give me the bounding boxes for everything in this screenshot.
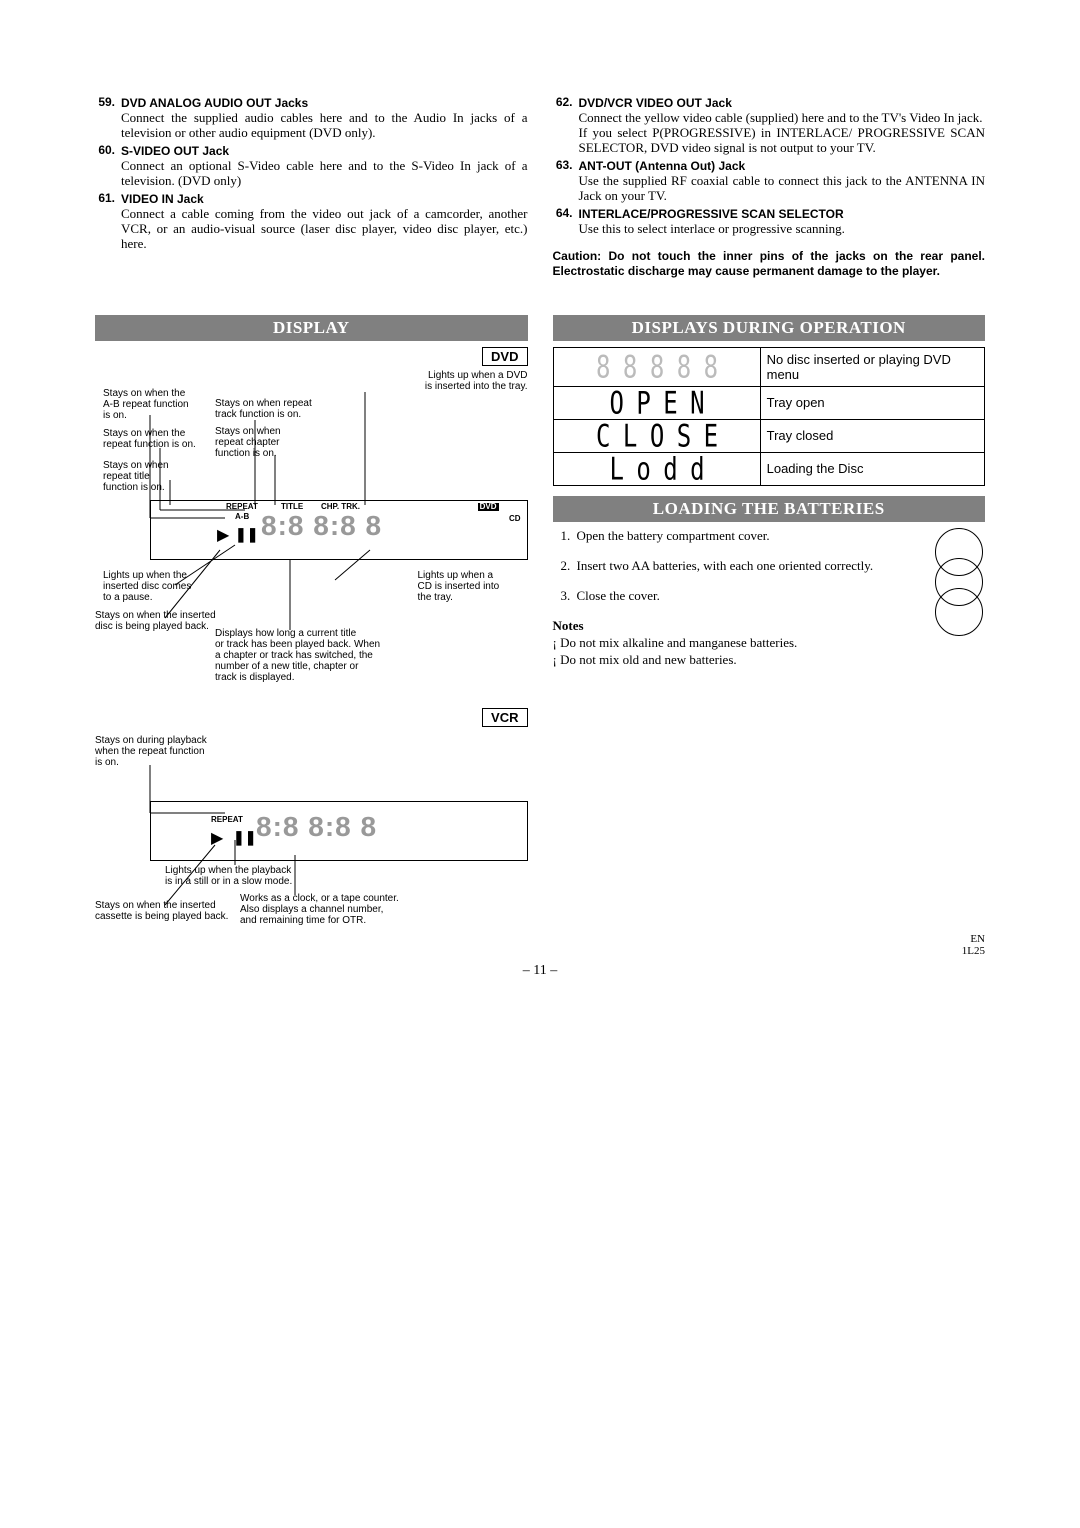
state-row: 8 8 8 8 8No disc inserted or playing DVD…	[553, 347, 985, 386]
item-desc: Connect a cable coming from the video ou…	[121, 207, 528, 252]
item-desc: Connect an optional S-Video cable here a…	[121, 159, 528, 189]
item-title: VIDEO IN Jack	[121, 192, 204, 206]
callout: Stays on during playbackwhen the repeat …	[95, 735, 207, 768]
item-number: 61.	[95, 191, 121, 252]
callout: Stays on when therepeat function is on.	[103, 428, 196, 450]
numbered-item: 61.VIDEO IN JackConnect a cable coming f…	[95, 191, 528, 252]
item-title: ANT-OUT (Antenna Out) Jack	[579, 159, 746, 173]
lbl: REPEAT	[226, 503, 258, 512]
footer-code: 1L25	[962, 945, 985, 957]
item-title: DVD/VCR VIDEO OUT Jack	[579, 96, 732, 110]
callout: Stays on when the insertedcassette is be…	[95, 900, 235, 922]
callout: Lights up when a DVDis inserted into the…	[425, 370, 528, 392]
step-text: Insert two AA batteries, with each one o…	[577, 558, 986, 574]
notes-list: Do not mix alkaline and manganese batter…	[553, 634, 986, 669]
state-display: L o d d	[553, 452, 760, 485]
display-column: DISPLAY DVD Lights up when a DVDis inser…	[95, 311, 528, 935]
step-num: 3.	[561, 588, 577, 604]
callout: Works as a clock, or a tape counter.Also…	[240, 893, 410, 926]
top-columns: 59.DVD ANALOG AUDIO OUT JacksConnect the…	[95, 95, 985, 279]
numbered-item: 62.DVD/VCR VIDEO OUT JackConnect the yel…	[553, 95, 986, 156]
item-desc: Connect the yellow video cable (supplied…	[579, 111, 986, 156]
right-column: 62.DVD/VCR VIDEO OUT JackConnect the yel…	[553, 95, 986, 279]
item-number: 64.	[553, 206, 579, 237]
callout: Stays on whenrepeat chapterfunction is o…	[215, 426, 281, 459]
lbl: REPEAT	[211, 816, 243, 825]
callout: Lights up when the playbackis in a still…	[165, 865, 292, 887]
item-title: S-VIDEO OUT Jack	[121, 144, 229, 158]
callout: Stays on whenrepeat titlefunction is on.	[103, 460, 169, 493]
state-row: C L O S ETray closed	[553, 419, 985, 452]
lbl: CD	[509, 515, 521, 524]
operation-column: DISPLAYS DURING OPERATION 8 8 8 8 8No di…	[553, 311, 986, 935]
callout: Stays on when the inserteddisc is being …	[95, 610, 216, 632]
batteries-heading: LOADING THE BATTERIES	[553, 496, 986, 522]
page-number: – 11 –	[523, 963, 557, 978]
item-desc: Connect the supplied audio cables here a…	[121, 111, 528, 141]
battery-step: 2.Insert two AA batteries, with each one…	[561, 558, 986, 574]
state-text: No disc inserted or playing DVD menu	[760, 347, 984, 386]
item-desc: Use the supplied RF coaxial cable to con…	[579, 174, 986, 204]
display-heading: DISPLAY	[95, 315, 528, 341]
item-title: INTERLACE/PROGRESSIVE SCAN SELECTOR	[579, 207, 844, 221]
item-title: DVD ANALOG AUDIO OUT Jacks	[121, 96, 308, 110]
numbered-item: 60.S-VIDEO OUT JackConnect an optional S…	[95, 143, 528, 189]
vcr-display-diagram: Stays on during playbackwhen the repeat …	[95, 735, 528, 935]
page-footer: – 11 – EN 1L25	[95, 963, 985, 979]
dvd-display-diagram: Lights up when a DVDis inserted into the…	[95, 370, 528, 690]
item-desc: Use this to select interlace or progress…	[579, 222, 986, 237]
dvd-lcd-box: REPEAT TITLE CHP. TRK. DVD A-B CD ▶ ❚❚ 8…	[150, 500, 528, 560]
lower-section: DISPLAY DVD Lights up when a DVDis inser…	[95, 311, 985, 935]
callout: Stays on when repeattrack function is on…	[215, 398, 312, 420]
item-number: 59.	[95, 95, 121, 141]
note-item: Do not mix alkaline and manganese batter…	[561, 634, 986, 652]
callout: Lights up when theinserted disc comesto …	[103, 570, 191, 603]
callout: Stays on when theA-B repeat functionis o…	[103, 388, 189, 421]
battery-icon	[935, 588, 985, 628]
step-text: Open the battery compartment cover.	[577, 528, 986, 544]
step-num: 1.	[561, 528, 577, 544]
state-row: L o d dLoading the Disc	[553, 452, 985, 485]
vcr-tag: VCR	[482, 708, 527, 727]
callout: Lights up when aCD is inserted intothe t…	[418, 570, 528, 603]
states-table: 8 8 8 8 8No disc inserted or playing DVD…	[553, 347, 986, 486]
item-number: 60.	[95, 143, 121, 189]
state-text: Tray closed	[760, 419, 984, 452]
dvd-tag: DVD	[482, 347, 527, 366]
state-text: Tray open	[760, 386, 984, 419]
state-display: 8 8 8 8 8	[553, 347, 760, 386]
item-number: 63.	[553, 158, 579, 204]
battery-step: 3.Close the cover.	[561, 588, 986, 604]
left-column: 59.DVD ANALOG AUDIO OUT JacksConnect the…	[95, 95, 528, 279]
state-row: O P E NTray open	[553, 386, 985, 419]
callout: Displays how long a current titleor trac…	[215, 628, 395, 683]
battery-steps: 1.Open the battery compartment cover.2.I…	[553, 528, 986, 604]
numbered-item: 63.ANT-OUT (Antenna Out) JackUse the sup…	[553, 158, 986, 204]
state-display: O P E N	[553, 386, 760, 419]
numbered-item: 64.INTERLACE/PROGRESSIVE SCAN SELECTORUs…	[553, 206, 986, 237]
item-number: 62.	[553, 95, 579, 156]
step-text: Close the cover.	[577, 588, 986, 604]
ops-heading: DISPLAYS DURING OPERATION	[553, 315, 986, 341]
numbered-item: 59.DVD ANALOG AUDIO OUT JacksConnect the…	[95, 95, 528, 141]
lbl: DVD	[478, 503, 499, 512]
vcr-lcd-box: REPEAT ▶ ❚❚ 8:8 8:8 8	[150, 801, 528, 861]
notes-heading: Notes	[553, 618, 986, 634]
state-display: C L O S E	[553, 419, 760, 452]
lbl: A-B	[235, 513, 249, 522]
caution-text: Caution: Do not touch the inner pins of …	[553, 249, 986, 279]
note-item: Do not mix old and new batteries.	[561, 651, 986, 669]
battery-step: 1.Open the battery compartment cover.	[561, 528, 986, 544]
state-text: Loading the Disc	[760, 452, 984, 485]
footer-right: EN 1L25	[962, 933, 985, 957]
step-num: 2.	[561, 558, 577, 574]
